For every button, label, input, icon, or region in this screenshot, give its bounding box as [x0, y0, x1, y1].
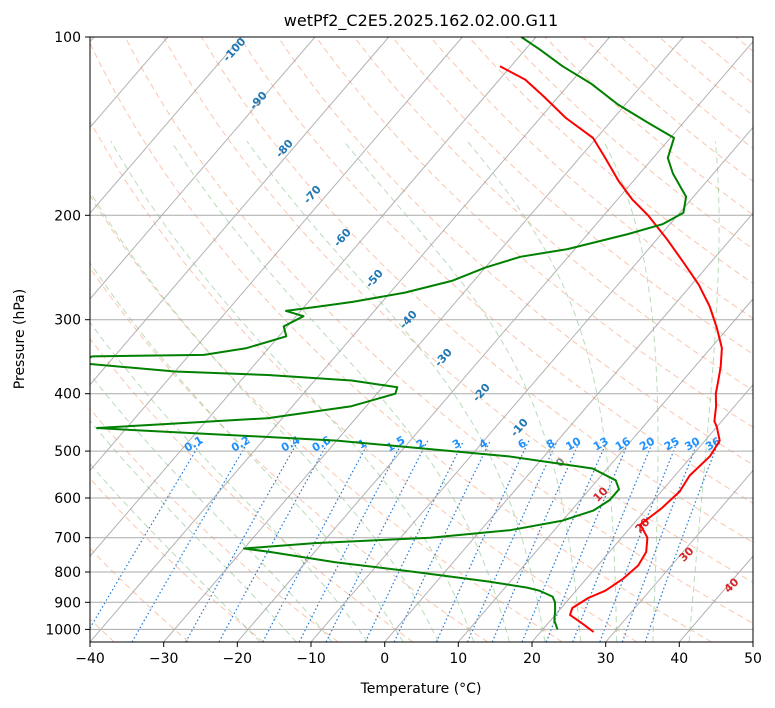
isotherm-line [310, 126, 753, 642]
dry-adiabat-line [697, 37, 753, 84]
x-tick-label: −10 [296, 651, 326, 667]
y-tick-label: 100 [54, 30, 81, 46]
dry-adiabat-line [391, 37, 753, 355]
chart-title: wetPf2_C2E5.2025.162.02.00.G11 [284, 11, 558, 31]
mixing-ratio-line [325, 440, 429, 642]
dry-adiabat-line [90, 407, 339, 642]
moist-adiabat-line [170, 141, 510, 642]
mixing-ratio-label: 3 [450, 437, 463, 452]
isotherm-line [236, 40, 753, 642]
dry-adiabat-line [162, 37, 753, 584]
x-tick-label: −20 [223, 651, 253, 667]
y-tick-label: 500 [54, 444, 81, 460]
isotherm-line [90, 37, 242, 214]
moist-adiabat-line [90, 420, 297, 642]
y-tick-label: 1000 [45, 622, 81, 638]
isotherm-line [531, 383, 753, 642]
mixing-ratio-line [491, 440, 581, 642]
x-tick-label: 50 [744, 651, 762, 667]
dry-adiabat-label: -10 [508, 416, 531, 440]
x-tick-label: −30 [149, 651, 179, 667]
moist-adiabat-label: 40 [722, 575, 742, 595]
dry-adiabat-label: -80 [273, 137, 296, 161]
isotherm-line [90, 37, 611, 642]
mixing-ratio-line [218, 440, 330, 642]
dry-adiabat-line [90, 120, 638, 642]
dry-adiabat-label: -30 [432, 346, 455, 370]
dry-adiabat-label: -100 [220, 35, 248, 64]
y-tick-label: 400 [54, 387, 81, 403]
dry-adiabat-line [90, 477, 264, 642]
dry-adiabat-line [124, 37, 753, 624]
dry-adiabat-line [315, 37, 753, 428]
y-tick-label: 900 [54, 595, 81, 611]
dewpoint-line [90, 37, 688, 630]
mixing-ratio-line [131, 440, 250, 642]
mixing-ratio-line [644, 440, 720, 642]
x-tick-label: 0 [380, 651, 389, 667]
y-tick-label: 200 [54, 208, 81, 224]
isotherm-line [90, 37, 316, 300]
y-axis: 100 200 300 400 500 600 700 800 900 1000 [45, 30, 90, 638]
x-axis-label: Temperature (°C) [360, 681, 482, 697]
series-layer [90, 37, 723, 633]
mixing-ratio-line [185, 440, 299, 642]
isotherm-line [752, 641, 753, 642]
dry-adiabat-line [239, 37, 753, 504]
dry-adiabat-line [90, 42, 712, 642]
temperature-line [499, 65, 723, 633]
dry-adiabat-line [201, 37, 753, 543]
dry-adiabat-label: -90 [247, 89, 270, 113]
mixing-ratio-line [393, 440, 491, 642]
y-tick-label: 700 [54, 531, 81, 547]
dry-adiabat-line [353, 37, 753, 391]
y-axis-label: Pressure (hPa) [12, 289, 28, 389]
mixing-ratio-label: 4 [477, 436, 490, 451]
x-axis: −40 −30 −20 −10 0 10 20 30 40 50 [75, 642, 762, 667]
isotherm-line [605, 469, 753, 642]
dry-adiabat-line [90, 267, 488, 642]
x-tick-label: 40 [670, 651, 688, 667]
isotherm-line [90, 37, 463, 472]
dry-adiabat-label: -60 [331, 226, 354, 250]
dry-adiabat-label: -40 [397, 308, 420, 332]
moist-adiabat-line [90, 373, 333, 642]
background-lines [90, 37, 753, 642]
dry-adiabat-line [430, 37, 753, 320]
dry-adiabat-label: -70 [301, 183, 324, 207]
x-tick-label: 30 [597, 651, 615, 667]
dry-adiabat-label: -20 [470, 381, 493, 405]
y-tick-label: 800 [54, 565, 81, 581]
x-tick-label: 10 [449, 651, 467, 667]
x-tick-label: 20 [523, 651, 541, 667]
moist-adiabat-line [90, 463, 261, 642]
dry-adiabat-line [90, 547, 190, 642]
mixing-ratio-line [466, 440, 558, 642]
dry-adiabat-line [90, 337, 414, 642]
isotherm-line [457, 298, 753, 642]
mixing-ratio-line [90, 440, 203, 630]
x-tick-label: −40 [75, 651, 105, 667]
plot-frame [89, 36, 754, 643]
dry-adiabat-line [735, 37, 753, 52]
moist-adiabat-line [688, 141, 720, 642]
mixing-ratio-line [364, 440, 465, 642]
isotherm-line [163, 37, 684, 642]
isotherm-line [384, 212, 753, 642]
mixing-ratio-line [435, 440, 530, 642]
mixing-ratio-line [521, 440, 608, 642]
mixing-ratio-line [621, 440, 699, 642]
y-tick-label: 600 [54, 491, 81, 507]
dry-adiabat-line [506, 37, 753, 250]
mixing-ratio-line [545, 440, 630, 642]
moist-adiabat-line [110, 141, 475, 642]
isotherm-line [90, 37, 390, 386]
dry-adiabat-line [468, 37, 753, 284]
dry-adiabat-line [90, 194, 563, 642]
y-tick-label: 300 [54, 313, 81, 329]
dry-adiabat-line [277, 37, 753, 466]
